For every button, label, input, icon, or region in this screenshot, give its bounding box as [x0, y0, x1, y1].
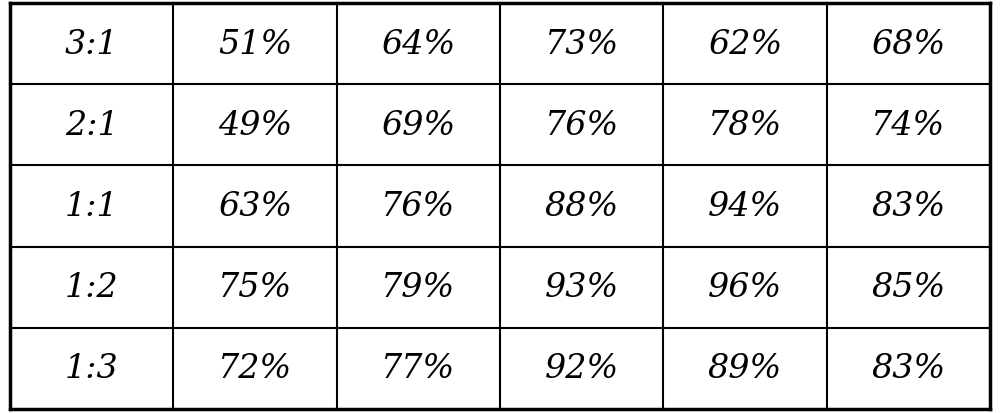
Text: 73%: 73% — [545, 28, 619, 61]
Text: 1:1: 1:1 — [65, 190, 119, 223]
Text: 79%: 79% — [381, 271, 455, 304]
Text: 93%: 93% — [545, 271, 619, 304]
Text: 62%: 62% — [708, 28, 782, 61]
Text: 51%: 51% — [218, 28, 292, 61]
Text: 76%: 76% — [381, 190, 455, 223]
Text: 92%: 92% — [545, 352, 619, 385]
Text: 2:1: 2:1 — [65, 109, 119, 142]
Text: 96%: 96% — [708, 271, 782, 304]
Text: 1:3: 1:3 — [65, 352, 119, 385]
Text: 3:1: 3:1 — [65, 28, 119, 61]
Text: 89%: 89% — [708, 352, 782, 385]
Text: 64%: 64% — [381, 28, 455, 61]
Text: 88%: 88% — [545, 190, 619, 223]
Text: 1:2: 1:2 — [65, 271, 119, 304]
Text: 76%: 76% — [545, 109, 619, 142]
Text: 83%: 83% — [871, 190, 945, 223]
Text: 74%: 74% — [871, 109, 945, 142]
Text: 83%: 83% — [871, 352, 945, 385]
Text: 85%: 85% — [871, 271, 945, 304]
Text: 75%: 75% — [218, 271, 292, 304]
Text: 78%: 78% — [708, 109, 782, 142]
Text: 77%: 77% — [381, 352, 455, 385]
Text: 69%: 69% — [381, 109, 455, 142]
Text: 94%: 94% — [708, 190, 782, 223]
Text: 49%: 49% — [218, 109, 292, 142]
Text: 68%: 68% — [871, 28, 945, 61]
Text: 72%: 72% — [218, 352, 292, 385]
Text: 63%: 63% — [218, 190, 292, 223]
